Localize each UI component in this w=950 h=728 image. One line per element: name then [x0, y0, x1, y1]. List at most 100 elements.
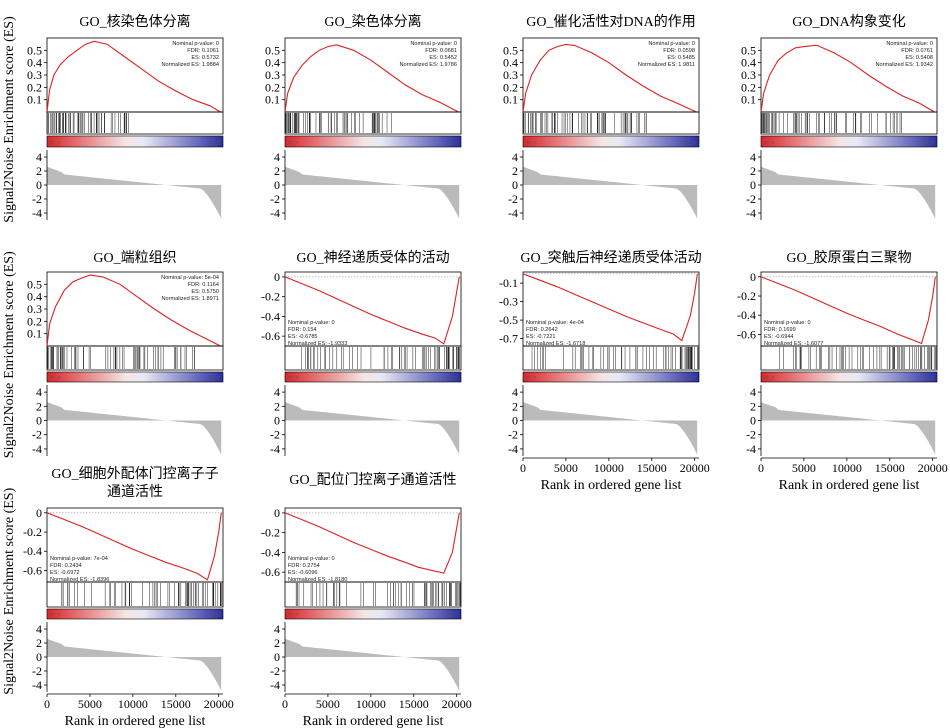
es-tick-label: 0.5 [27, 277, 42, 291]
gradient-right-label: AP_W [447, 612, 459, 617]
rank-gradient-bar [46, 371, 224, 383]
gradient-right-label: AP_W [685, 375, 697, 380]
gradient-left-label: AP_H [764, 375, 775, 380]
gsea-panel: GO_核染色体分离 0.10.20.30.40.5 Nominal p-value:… [27, 13, 224, 220]
sn-tick-label: -2 [270, 664, 280, 678]
stat-line: ES: -0.6785 [288, 334, 318, 340]
gsea-panel: GO_配位门控离子通道活性 0 -0.2 -0.4 -0.6 Nominal p-valu… [261, 471, 472, 728]
sn-tick-label: 2 [36, 399, 42, 413]
es-tick-label: 0.2 [27, 80, 42, 94]
sn-tick-label: 4 [512, 150, 518, 164]
gradient-right-label: AP_W [209, 140, 221, 145]
gradient-left-label: AP_H [50, 612, 61, 617]
hits-frame [760, 111, 938, 135]
signal2noise-area [285, 638, 460, 691]
stat-line: ES: -0.6096 [288, 570, 318, 576]
sn-tick-label: 2 [274, 636, 280, 650]
rank-gradient-bar [760, 135, 938, 148]
stat-line: Nominal p-value: 5e-04 [161, 275, 219, 281]
es-tick-label: 0 [750, 270, 756, 284]
sn-tick-label: -2 [746, 428, 756, 442]
es-curve [522, 43, 697, 113]
panel-title: GO_胶原蛋白三聚物 [786, 249, 911, 266]
sn-tick-label: 2 [36, 164, 42, 178]
rank-gradient-bar [284, 135, 462, 148]
sn-tick-label: 0 [274, 414, 280, 428]
x-tick-label: 0 [44, 697, 50, 711]
es-tick-label: -0.4 [261, 545, 280, 559]
x-tick-label: 15000 [161, 697, 191, 711]
sn-tick-label: 2 [36, 636, 42, 650]
es-tick-label: -0.5 [499, 313, 518, 327]
stat-line: Normalized ES: 1.8971 [161, 296, 219, 302]
es-curve [46, 40, 221, 113]
es-tick-label: -0.4 [23, 544, 42, 558]
stat-line: Normalized ES: -1.8396 [50, 577, 109, 583]
stat-line: FDR: 0.2434 [50, 563, 82, 569]
es-tick-label: -0.4 [737, 308, 756, 322]
stat-line: ES: -0.6972 [50, 570, 80, 576]
rank-gradient-bar [522, 371, 700, 383]
sn-tick-label: -2 [32, 192, 42, 206]
stat-line: Nominal p-value: 4e-04 [526, 320, 584, 326]
sn-tick-label: 0 [274, 178, 280, 192]
signal2noise-area [285, 166, 460, 219]
stat-line: Normalized ES: -1.6077 [764, 341, 823, 347]
es-tick-label: 0.1 [27, 93, 42, 107]
es-tick-label: 0.4 [741, 56, 756, 70]
sn-tick-label: 4 [274, 622, 280, 636]
es-tick-label: -0.6 [261, 565, 280, 579]
gsea-panel: GO_端粒组织 0.10.20.30.40.5 Nominal p-value: 5… [27, 250, 224, 456]
sn-tick-label: 0 [512, 178, 518, 192]
sn-tick-label: -4 [746, 206, 756, 220]
stat-line: Nominal p-value: 0 [764, 320, 811, 326]
panel-title: GO_核染色体分离 [79, 13, 190, 30]
y-axis-label: Signal2Noise [2, 147, 17, 222]
rank-gradient-bar [284, 371, 462, 383]
es-tick-label: 0.5 [27, 43, 42, 57]
es-tick-label: 0.1 [741, 93, 756, 107]
y-axis-label: Enrichment score (ES) [2, 487, 17, 615]
sn-tick-label: 4 [274, 385, 280, 399]
x-tick-label: 5000 [316, 697, 340, 711]
sn-tick-label: 4 [36, 150, 42, 164]
sn-tick-label: 2 [750, 164, 756, 178]
es-tick-label: -0.2 [737, 289, 756, 303]
es-curve [760, 44, 935, 113]
signal2noise-area [285, 402, 460, 455]
rank-gradient-bar [284, 608, 462, 620]
sn-tick-label: -2 [746, 192, 756, 206]
es-curve [284, 512, 460, 574]
panel-title: GO_突触后神经递质受体活动 [520, 250, 701, 266]
hits-frame [284, 345, 462, 371]
signal2noise-area [47, 166, 222, 219]
stat-line: FDR: 0.2754 [288, 563, 320, 569]
gradient-right-label: AP_W [923, 140, 935, 145]
x-tick-label: 10000 [356, 697, 386, 711]
stat-line: Nominal p-value: 0 [288, 556, 335, 562]
es-tick-label: 0.4 [27, 290, 42, 304]
stat-line: ES: 0.5732 [191, 55, 219, 61]
sn-tick-label: 4 [750, 385, 756, 399]
sn-tick-label: -2 [32, 664, 42, 678]
es-tick-label: -0.6 [261, 329, 280, 343]
signal2noise-area [47, 402, 222, 455]
sn-tick-label: -2 [508, 428, 518, 442]
es-tick-label: 0.3 [265, 68, 280, 82]
sn-tick-label: 4 [750, 150, 756, 164]
stat-line: Normalized ES: 1.9342 [875, 62, 933, 68]
x-tick-label: 10000 [832, 461, 862, 475]
es-tick-label: 0.4 [27, 56, 42, 70]
es-tick-label: -0.7 [499, 332, 518, 346]
stat-line: ES: -0.6944 [764, 334, 794, 340]
signal2noise-area [523, 402, 698, 455]
sn-tick-label: -4 [508, 206, 518, 220]
gradient-right-label: AP_W [447, 375, 459, 380]
sn-tick-label: 0 [274, 650, 280, 664]
stat-line: FDR: 0.2642 [526, 327, 558, 333]
rank-gradient-bar [46, 135, 224, 148]
signal2noise-area [761, 166, 936, 219]
panel-title: 通道活性 [107, 484, 163, 500]
hits-frame [46, 345, 224, 371]
es-tick-label: -0.6 [737, 327, 756, 341]
